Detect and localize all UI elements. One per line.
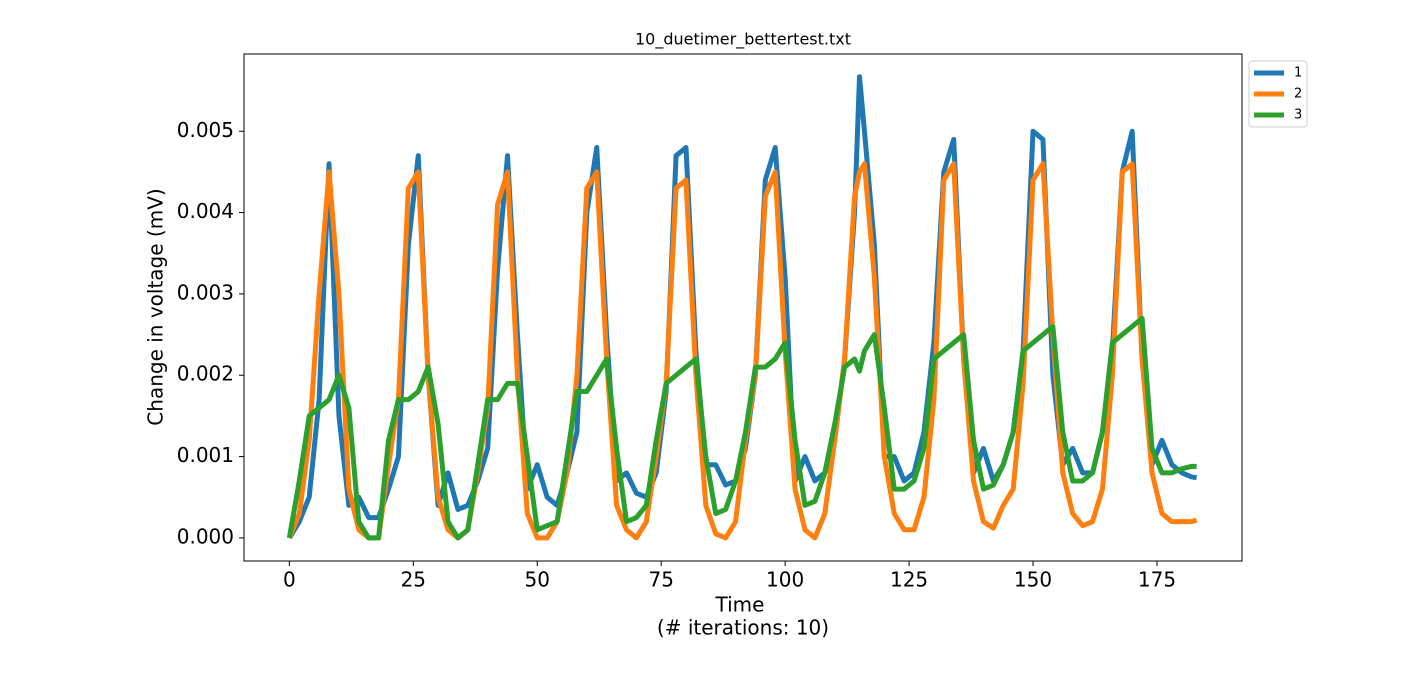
x-tick-label: 75 bbox=[648, 568, 673, 592]
x-axis-sublabel: (# iterations: 10) bbox=[657, 616, 829, 640]
y-tick-label: 0.004 bbox=[177, 199, 234, 223]
chart-title: 10_duetimer_bettertest.txt bbox=[635, 30, 851, 50]
x-tick-label: 125 bbox=[890, 568, 928, 592]
legend-label: 3 bbox=[1294, 108, 1302, 123]
plot-frame bbox=[243, 53, 1243, 562]
x-tick-label: 0 bbox=[283, 568, 296, 592]
x-axis-label: Time bbox=[715, 593, 765, 617]
series-line bbox=[287, 161, 1198, 541]
y-tick-label: 0.005 bbox=[177, 118, 234, 142]
x-tick-label: 50 bbox=[525, 568, 550, 592]
x-tick-label: 25 bbox=[401, 568, 426, 592]
y-tick-label: 0.001 bbox=[177, 443, 234, 467]
x-tick-label: 175 bbox=[1138, 568, 1176, 592]
x-tick-label: 150 bbox=[1014, 568, 1052, 592]
legend: 1 2 3 bbox=[1248, 60, 1308, 128]
y-tick-label: 0.002 bbox=[177, 362, 234, 386]
legend-label: 2 bbox=[1294, 87, 1302, 102]
y-tick-label: 0.003 bbox=[177, 280, 234, 304]
y-tick-label: 0.000 bbox=[177, 524, 234, 548]
y-axis-label: Change in voltage (mV) bbox=[144, 188, 168, 425]
x-tick-label: 100 bbox=[766, 568, 804, 592]
legend-label: 1 bbox=[1294, 66, 1302, 81]
series-line bbox=[286, 315, 1197, 541]
